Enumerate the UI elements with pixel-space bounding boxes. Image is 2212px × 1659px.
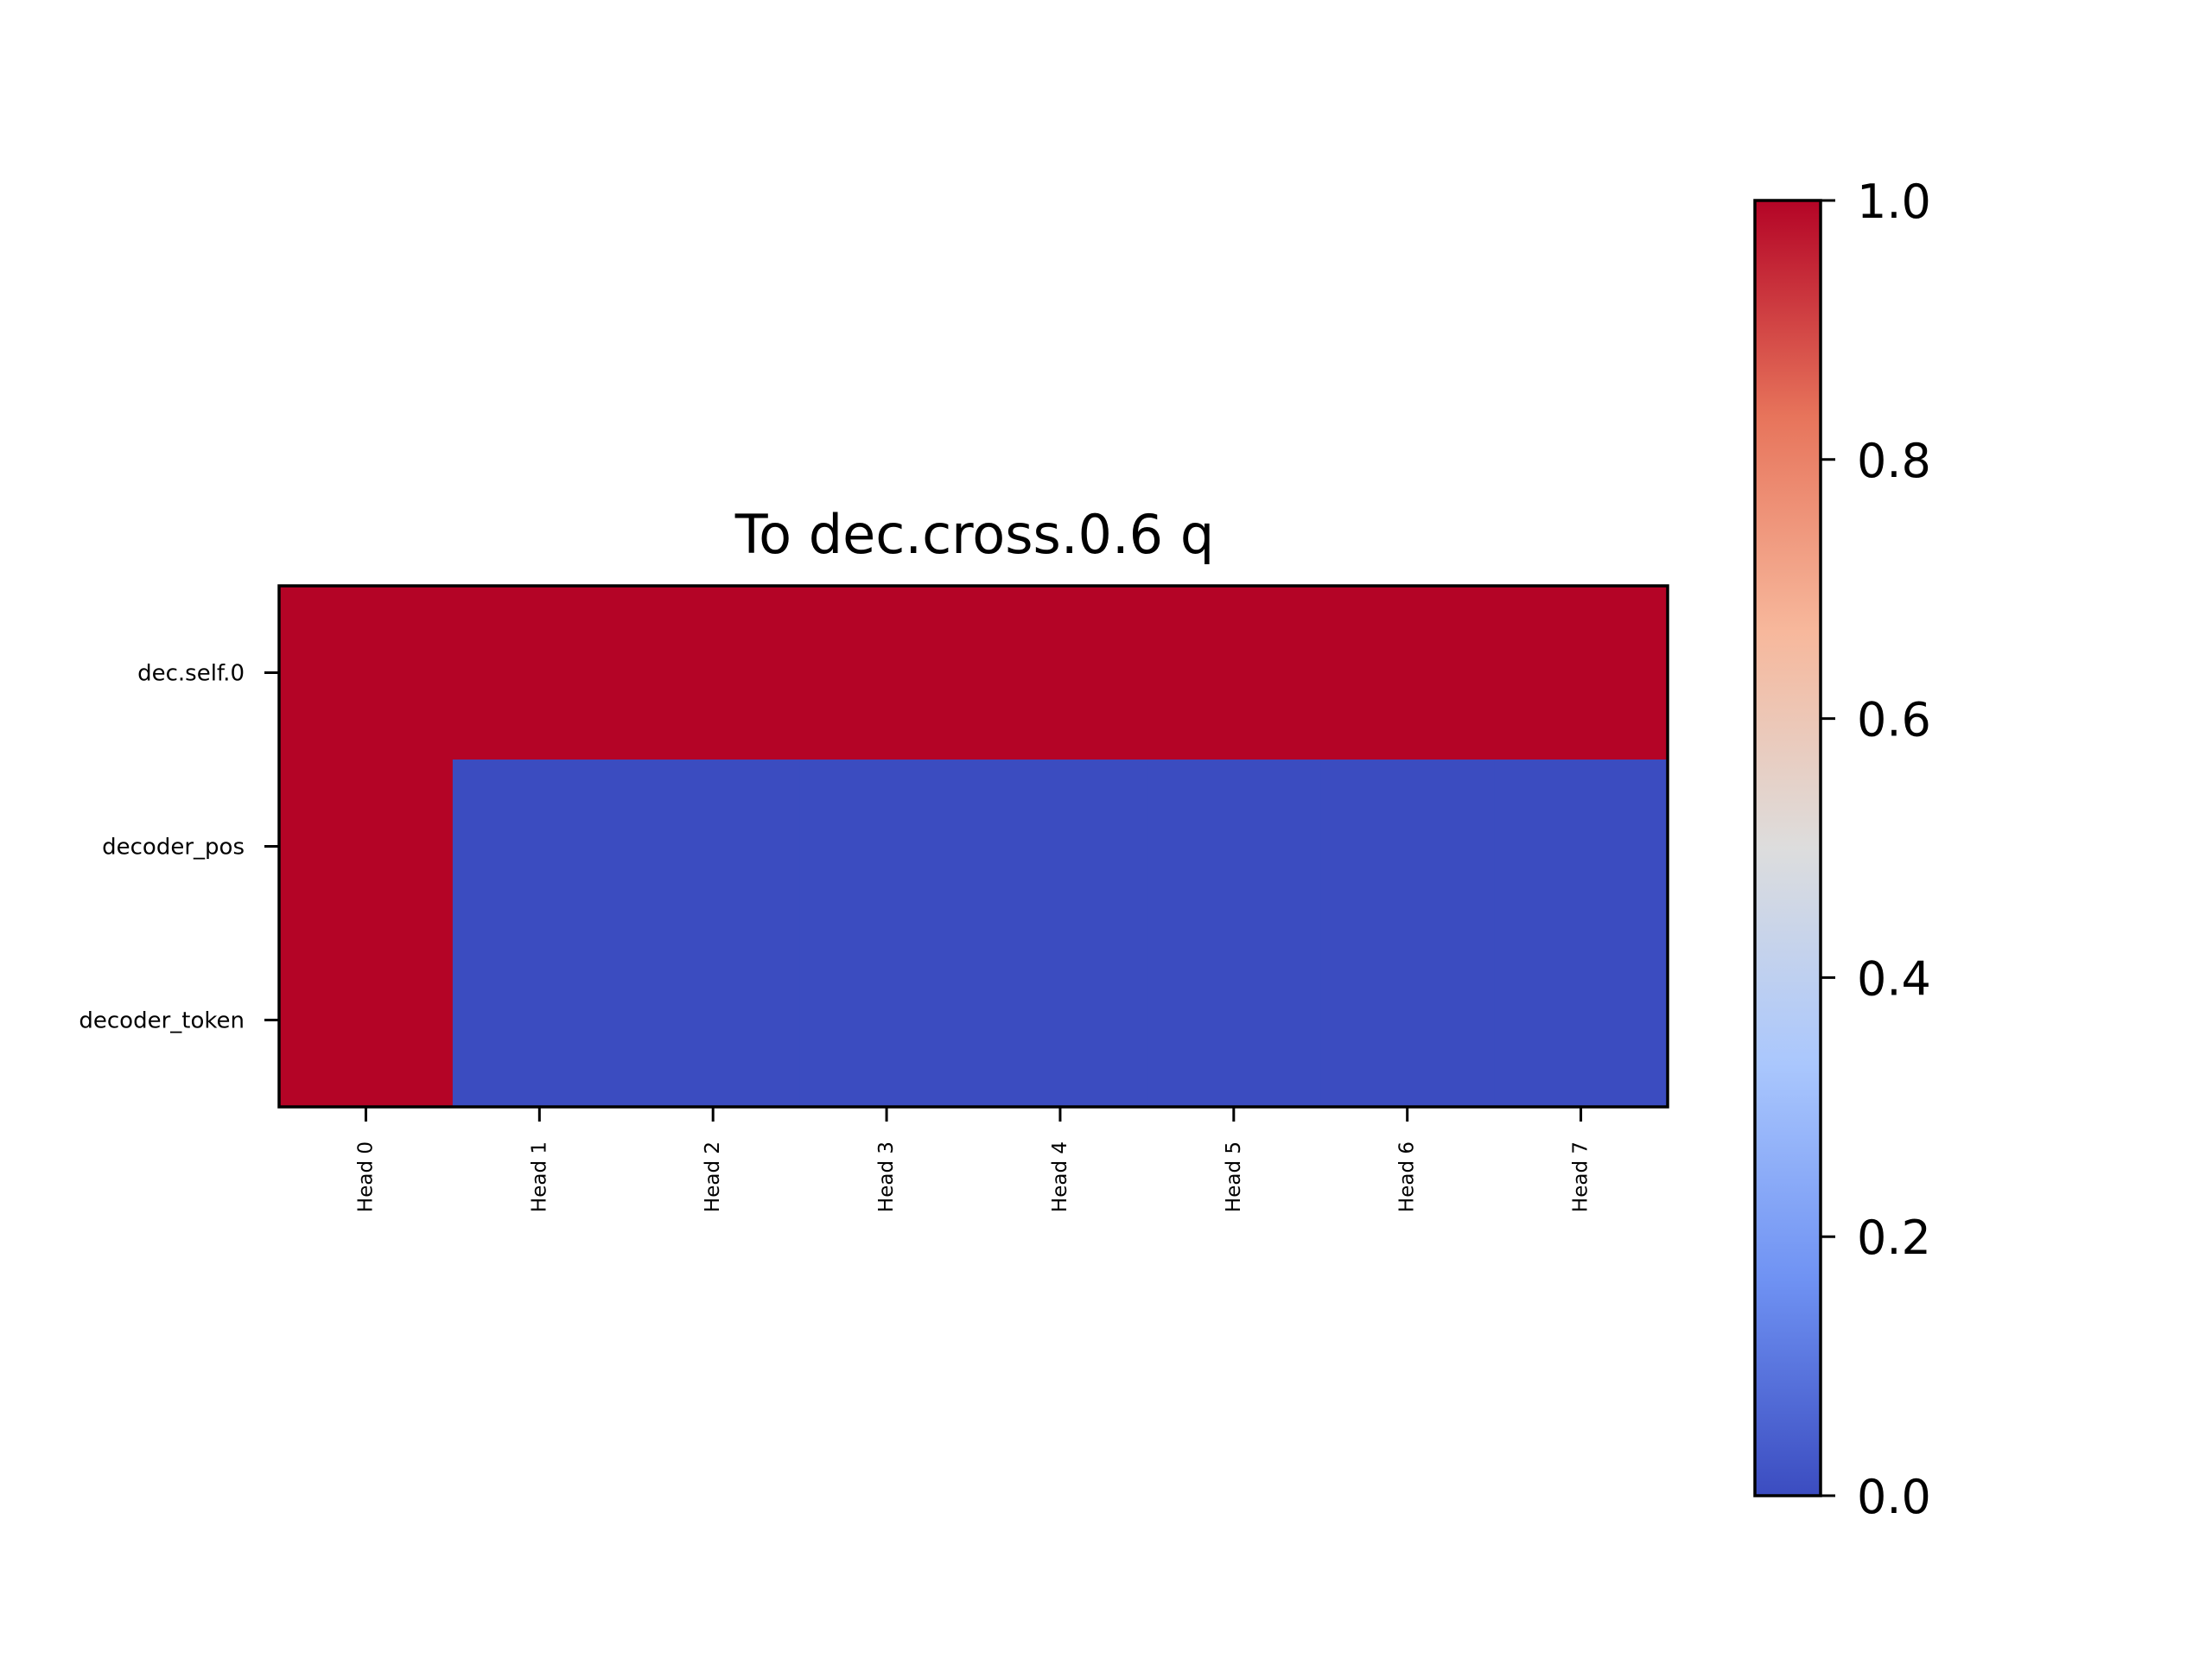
heatmap-cell: [279, 933, 454, 1108]
heatmap-cell: [1320, 586, 1495, 760]
heatmap-cell: [626, 586, 801, 760]
colorbar-tick-label: 0.2: [1857, 1211, 1931, 1265]
heatmap-cell: [1494, 933, 1669, 1108]
heatmap-cell: [452, 586, 627, 760]
y-axis: dec.self.0 decoder_pos decoder_token: [79, 661, 279, 1034]
x-axis: Head 0 Head 1 Head 2 Head 3 Head 4 Head 5 Head…: [354, 1107, 1592, 1212]
colorbar: [1755, 200, 1821, 1496]
heatmap-cells: [279, 586, 1669, 1108]
heatmap-cell: [973, 586, 1147, 760]
colorbar-tick-label: 0.0: [1857, 1470, 1931, 1524]
heatmap-cell: [626, 760, 801, 934]
x-tick-label: Head 3: [875, 1141, 898, 1212]
heatmap-cell: [1494, 586, 1669, 760]
colorbar-tick-label: 1.0: [1857, 175, 1931, 229]
heatmap-cell: [1147, 760, 1321, 934]
heatmap-cell: [1320, 760, 1495, 934]
colorbar-axis: 0.0 0.2 0.4 0.6 0.8 1.0: [1821, 175, 1931, 1524]
heatmap-cell: [452, 933, 627, 1108]
colorbar-tick-label: 0.4: [1857, 951, 1931, 1006]
chart-title: To dec.cross.0.6 q: [734, 503, 1214, 566]
x-tick-label: Head 1: [528, 1141, 550, 1212]
x-tick-label: Head 5: [1223, 1141, 1245, 1212]
y-tick-label: decoder_token: [79, 1008, 245, 1034]
heatmap-cell: [452, 760, 627, 934]
y-tick-label: decoder_pos: [102, 835, 245, 861]
heatmap-cell: [1494, 760, 1669, 934]
heatmap-cell: [799, 760, 975, 934]
colorbar-tick-label: 0.8: [1857, 434, 1931, 488]
colorbar-frame: [1753, 199, 1822, 1497]
heatmap-cell: [279, 586, 454, 760]
colorbar-tick-label: 0.6: [1857, 693, 1931, 747]
heatmap-cell: [973, 933, 1147, 1108]
heatmap-cell: [973, 760, 1147, 934]
x-tick-label: Head 4: [1049, 1141, 1071, 1212]
x-tick-label: Head 6: [1396, 1141, 1419, 1212]
heatmap-cell: [626, 933, 801, 1108]
y-tick-label: dec.self.0: [137, 661, 245, 687]
heatmap-cell: [1320, 933, 1495, 1108]
x-tick-label: Head 7: [1570, 1141, 1592, 1212]
heatmap-cell: [1147, 586, 1321, 760]
heatmap-cell: [1147, 933, 1321, 1108]
x-tick-label: Head 0: [354, 1141, 377, 1212]
heatmap-cell: [279, 760, 454, 934]
heatmap-cell: [799, 586, 975, 760]
x-tick-label: Head 2: [702, 1141, 724, 1212]
heatmap-cell: [799, 933, 975, 1108]
